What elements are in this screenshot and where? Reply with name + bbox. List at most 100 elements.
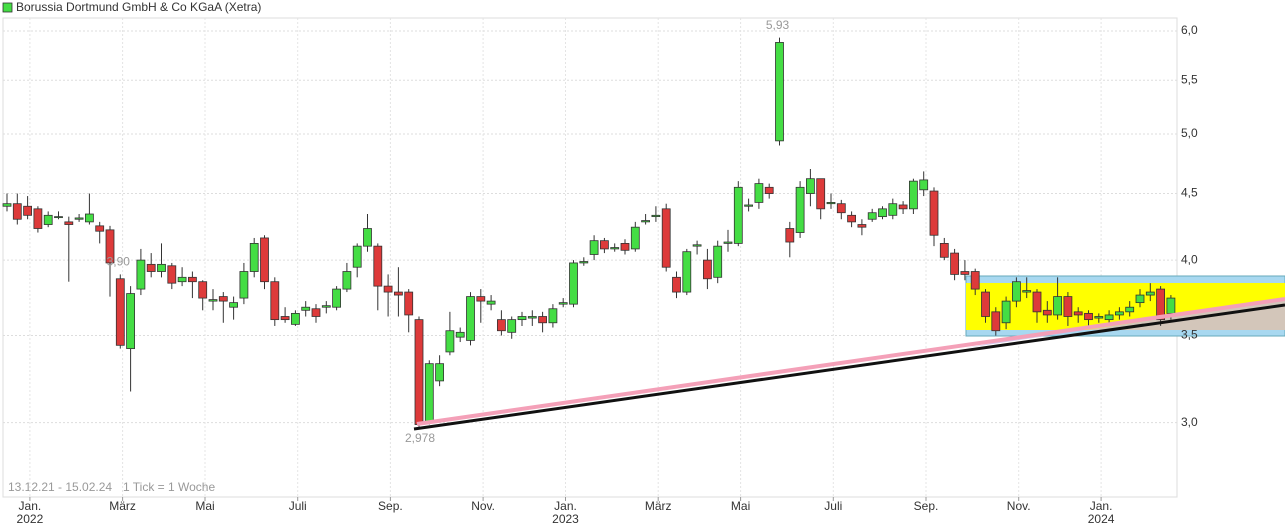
candle-body — [167, 265, 177, 284]
candle-body — [1094, 316, 1104, 319]
candle-body — [733, 186, 743, 244]
candle-body — [919, 179, 929, 191]
candle-body — [1104, 314, 1114, 321]
candle-body — [12, 203, 22, 220]
x-tick-label: März — [109, 499, 136, 513]
candle-body — [744, 204, 753, 207]
candle-body — [404, 291, 414, 316]
x-tick-label: Jan. 2022 — [17, 499, 44, 526]
candle-body — [569, 262, 578, 305]
x-tick-label: Mai — [731, 499, 750, 513]
candle-body — [600, 240, 609, 250]
candle-body — [157, 263, 166, 272]
candle-body — [270, 281, 280, 321]
candle-body — [723, 241, 733, 244]
x-tick-label: Nov. — [1007, 499, 1031, 513]
candle-body — [290, 312, 300, 325]
labels: 3,0 3,5 4,0 4,5 5,0 5,5 6,0 Jan. 2022 März Mai Juli… — [17, 18, 1198, 526]
candle-body — [507, 319, 517, 333]
chart-title: Borussia Dortmund GmbH & Co KGaA (Xetra) — [16, 0, 261, 14]
candle-body — [249, 243, 259, 272]
grid — [3, 18, 1177, 501]
candle-body — [146, 263, 156, 272]
candle-body — [414, 319, 424, 425]
candle-body — [558, 302, 568, 305]
x-tick-label: Sep. — [914, 499, 939, 513]
candle-body — [703, 259, 712, 280]
candle-body — [115, 278, 125, 346]
candle-body — [847, 214, 856, 223]
candle-body — [1032, 291, 1042, 313]
candle-body — [620, 243, 630, 251]
candle-body — [1145, 291, 1155, 296]
candle-body — [1115, 311, 1124, 316]
y-tick-label: 4,0 — [1181, 252, 1198, 266]
candle-body — [187, 276, 197, 283]
candle-body — [898, 204, 908, 210]
candle-body — [517, 316, 527, 321]
candle-body — [1012, 281, 1021, 302]
candle-body — [126, 293, 135, 350]
candle-body — [85, 213, 94, 223]
x-tick-label: Jan. 2023 — [552, 499, 579, 526]
low-label: 2,978 — [405, 431, 435, 445]
plot-frame — [2, 17, 1178, 498]
x-tick-label: Mai — [195, 499, 214, 513]
candle-body — [383, 285, 393, 293]
candle-body — [218, 296, 228, 302]
candle-body — [280, 316, 290, 321]
candle-body — [208, 299, 218, 302]
candle-body — [136, 259, 146, 290]
candle-body — [548, 308, 558, 324]
candle-body — [1001, 300, 1011, 324]
legend-swatch — [2, 2, 13, 13]
candle-body — [1063, 296, 1073, 317]
candle-body — [775, 42, 784, 142]
candle-body — [527, 316, 537, 319]
candle-body — [754, 183, 764, 203]
candle-body — [363, 228, 372, 247]
x-tick-label: März — [645, 499, 672, 513]
candle-body — [105, 229, 115, 264]
candle-body — [867, 212, 877, 220]
candle-body — [713, 245, 723, 278]
candle-body — [496, 319, 506, 332]
candle-body — [332, 288, 342, 308]
candles — [2, 37, 1176, 427]
x-tick-label: Juli — [289, 499, 307, 513]
candle-body — [1042, 309, 1052, 316]
candle-body — [486, 300, 496, 305]
candle-body — [177, 276, 187, 283]
y-tick-label: 3,0 — [1181, 415, 1198, 429]
high-label: 3,90 — [107, 255, 131, 269]
candle-body — [239, 271, 249, 299]
candle-body — [2, 203, 12, 207]
candle-body — [630, 226, 640, 250]
candle-body — [1135, 294, 1145, 304]
x-tick-label: Juli — [824, 499, 842, 513]
candle-body — [95, 225, 105, 232]
candle-body — [1053, 296, 1062, 316]
candle-body — [342, 271, 352, 290]
candle-body — [682, 251, 692, 293]
candle-body — [960, 271, 970, 275]
candle-body — [74, 217, 84, 220]
candle-body — [466, 296, 475, 341]
candle-body — [661, 208, 671, 268]
candle-body — [435, 363, 445, 382]
candle-body — [1125, 306, 1135, 313]
candle-body — [981, 291, 990, 317]
candle-body — [836, 203, 846, 214]
trend-line — [413, 303, 1285, 431]
y-tick-label: 5,0 — [1181, 126, 1198, 140]
candle-body — [352, 245, 362, 268]
candle-body — [54, 216, 63, 219]
candle-body — [23, 205, 33, 216]
candle-body — [692, 244, 702, 247]
candle-body — [1084, 312, 1093, 321]
candle-body — [610, 247, 620, 250]
candle-body — [455, 331, 465, 338]
candle-body — [950, 252, 959, 275]
